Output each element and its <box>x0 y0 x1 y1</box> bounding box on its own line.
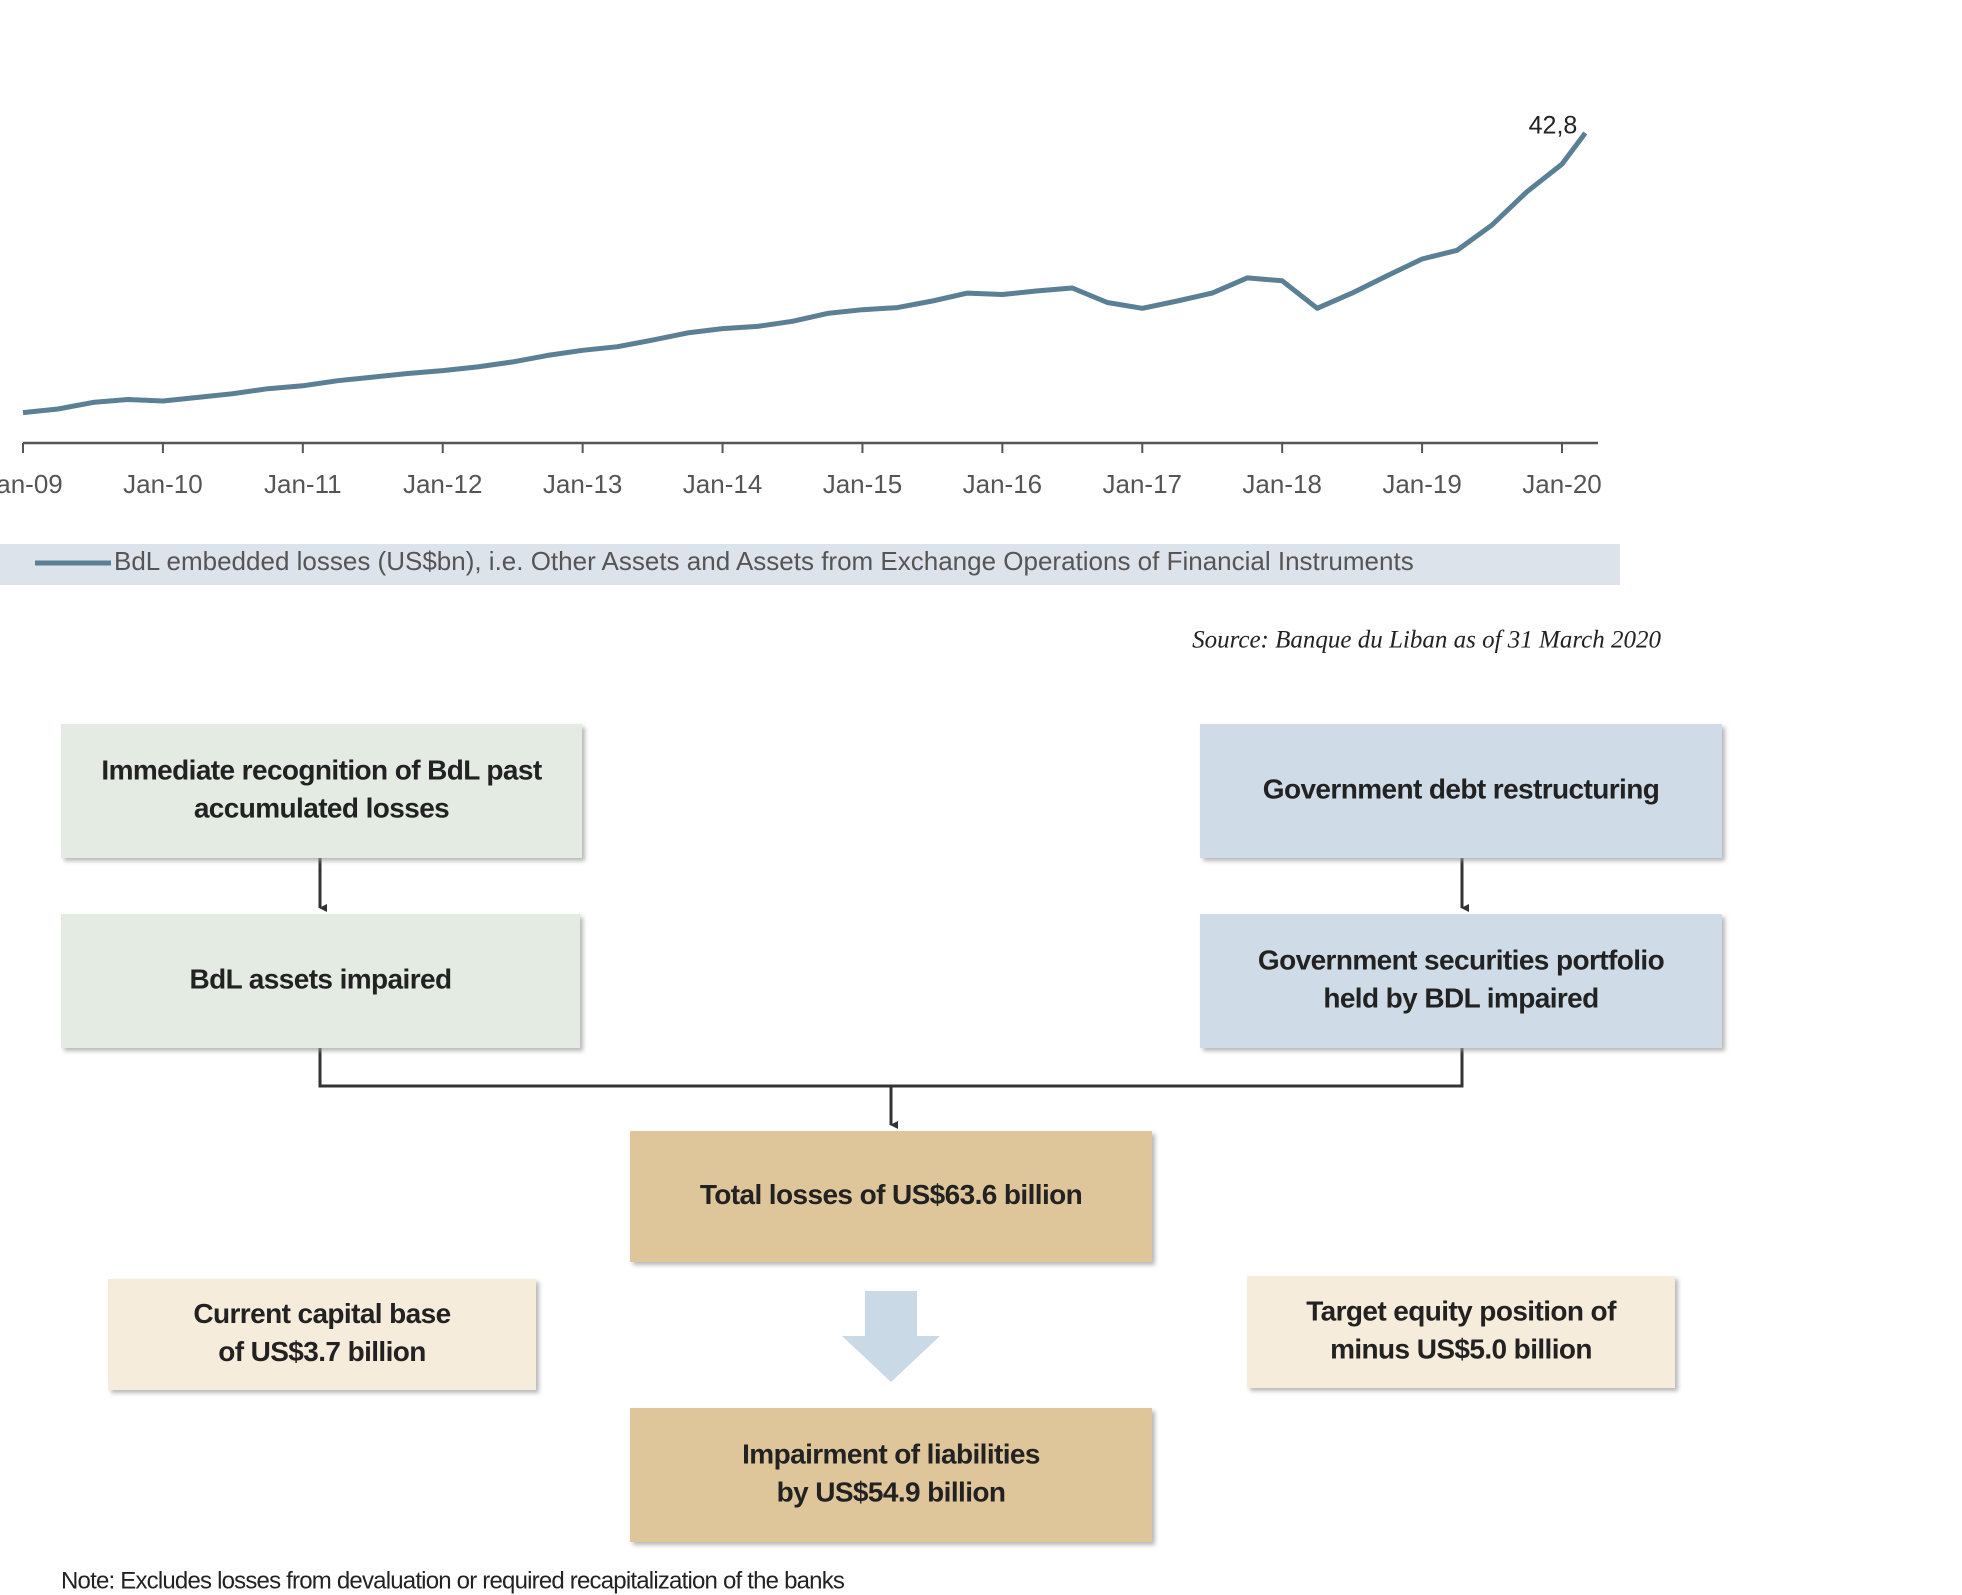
node-label: Impairment of liabilities <box>742 1438 1040 1469</box>
node-box <box>61 914 580 1048</box>
node-box <box>61 724 582 858</box>
source: Source: Banque du Liban as of 31 March 2… <box>1192 627 1661 654</box>
node-label: minus US$5.0 billion <box>1330 1333 1592 1364</box>
node-label: accumulated losses <box>194 792 449 823</box>
big-arrow <box>842 1291 940 1382</box>
x-tick-label: Jan-17 <box>1103 469 1183 499</box>
legend-label: BdL embedded losses (US$bn), i.e. Other … <box>114 546 1414 576</box>
node-box <box>1200 724 1722 858</box>
note: Note: Excludes losses from devaluation o… <box>61 1567 845 1594</box>
node-box <box>1200 914 1722 1048</box>
node-box <box>630 1131 1152 1262</box>
node-box <box>108 1279 536 1390</box>
x-tick-label: Jan-16 <box>963 469 1043 499</box>
x-tick-label: Jan-09 <box>0 469 63 499</box>
x-tick-label: Jan-15 <box>823 469 903 499</box>
x-tick-label: Jan-10 <box>123 469 203 499</box>
legend-box <box>0 544 1620 585</box>
node-label: Total losses of US$63.6 billion <box>700 1179 1082 1210</box>
x-tick-label: Jan-12 <box>403 469 483 499</box>
node-label: BdL assets impaired <box>190 963 452 994</box>
node-box <box>630 1408 1152 1542</box>
node-label: Immediate recognition of BdL past <box>101 754 541 785</box>
node-label: Current capital base <box>193 1298 450 1329</box>
node-label: of US$3.7 billion <box>218 1336 426 1367</box>
line <box>22 131 1588 416</box>
x-tick-label: Jan-19 <box>1382 469 1462 499</box>
connector <box>318 1048 1464 1088</box>
x-tick-label: Jan-20 <box>1522 469 1602 499</box>
node-label: Target equity position of <box>1306 1295 1617 1326</box>
x-tick-label: Jan-18 <box>1242 469 1322 499</box>
node-label: by US$54.9 billion <box>777 1476 1006 1507</box>
node-label: Government debt restructuring <box>1263 773 1659 804</box>
x-tick-label: Jan-13 <box>543 469 623 499</box>
node-label: held by BDL impaired <box>1323 982 1598 1013</box>
node-label: Government securities portfolio <box>1258 944 1665 975</box>
x-tick-label: Jan-11 <box>264 469 342 499</box>
value-label: 42,8 <box>1529 112 1578 140</box>
node-box <box>1247 1276 1675 1388</box>
x-tick-label: Jan-14 <box>683 469 763 499</box>
